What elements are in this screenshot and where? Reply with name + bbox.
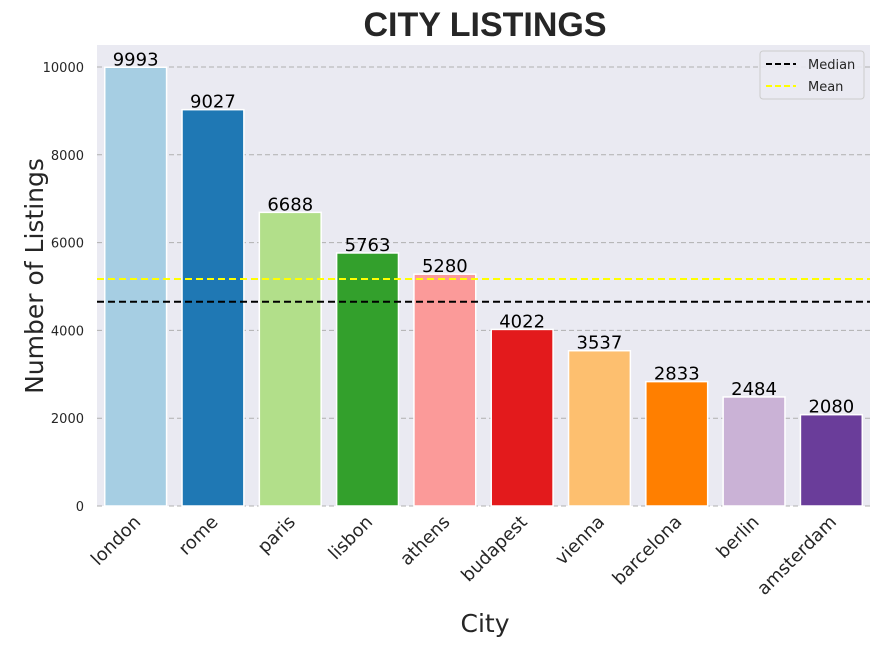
x-tick-label-barcelona: barcelona [609,512,687,590]
bar-barcelona [645,380,709,507]
y-tick-label: 8000 [51,149,84,164]
y-tick-label: 6000 [51,237,84,252]
y-tick-label: 2000 [51,412,84,427]
bar-amsterdam [799,413,864,507]
bar-rome [181,108,245,507]
bar-budapest [490,328,554,507]
reference-lines [97,277,870,303]
data-label-paris: 6688 [267,194,313,215]
data-label-athens: 5280 [422,256,468,277]
data-labels: 9993 9027 6688 5763 5280 4022 3537 2833 2484 2080 [113,49,855,417]
data-label-rome: 9027 [190,92,236,113]
legend-label-median: Median [808,58,855,73]
y-axis-ticks: 0 2000 4000 6000 8000 10000 [43,61,84,515]
y-tick-label: 4000 [51,324,84,339]
x-tick-label-amsterdam: amsterdam [753,512,841,600]
bar-berlin [722,396,786,507]
data-label-amsterdam: 2080 [808,397,854,418]
bar-vienna [567,349,632,507]
bar-london [103,66,168,507]
data-label-lisbon: 5763 [345,235,391,256]
x-tick-label-vienna: vienna [551,512,609,570]
x-axis-title: City [461,609,510,638]
bar-lisbon [335,252,400,507]
data-label-budapest: 4022 [499,311,545,332]
x-tick-label-berlin: berlin [712,512,763,563]
y-tick-label: 0 [76,500,84,515]
x-tick-label-athens: athens [396,512,454,570]
x-tick-label-rome: rome [175,512,223,560]
data-label-barcelona: 2833 [654,364,700,385]
bar-athens [413,273,477,507]
data-label-berlin: 2484 [731,379,777,400]
x-tick-label-paris: paris [254,512,300,558]
y-axis-title: Number of Listings [20,158,49,394]
y-tick-label: 10000 [43,61,84,76]
legend: Median Mean [759,50,865,100]
bar-paris [258,211,322,507]
data-label-london: 9993 [113,49,159,70]
x-tick-label-budapest: budapest [457,512,531,586]
data-label-vienna: 3537 [577,333,623,354]
legend-label-mean: Mean [808,80,843,95]
x-tick-label-lisbon: lisbon [325,512,377,564]
x-axis-ticks: london rome paris lisbon athens budapest vienn… [87,512,841,600]
bars [103,66,864,507]
chart-title: CITY LISTINGS [363,6,606,44]
x-tick-label-london: london [87,512,145,570]
